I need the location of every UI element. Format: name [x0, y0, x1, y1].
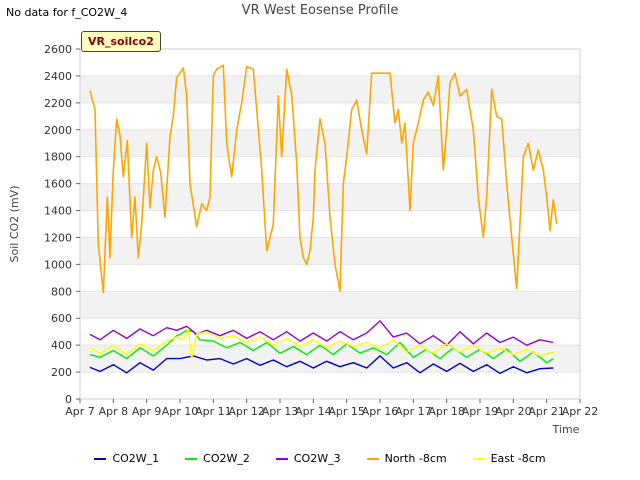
- legend-entry: CO2W_3: [275, 452, 341, 465]
- y-tick-label: 2600: [44, 43, 72, 56]
- x-tick-label: Apr 10: [162, 405, 199, 418]
- legend-label: CO2W_1: [112, 452, 160, 465]
- x-tick-label: Apr 15: [328, 405, 365, 418]
- legend-entry: North -8cm: [366, 452, 447, 465]
- series-line-co2w-2: [89, 329, 554, 364]
- y-tick-label: 600: [51, 312, 72, 325]
- legend-entry: CO2W_1: [94, 452, 159, 465]
- series-line-north-8cm: [89, 64, 558, 294]
- y-tick-label: 0: [65, 393, 72, 406]
- y-tick-label: 1600: [44, 178, 72, 191]
- legend-label: CO2W_2: [203, 452, 250, 465]
- series-line-co2w-3: [89, 320, 554, 346]
- x-tick-label: Apr 7: [65, 405, 95, 418]
- y-tick-label: 1000: [44, 258, 72, 271]
- x-tick-label: Apr 22: [562, 405, 599, 418]
- x-tick-label: Apr 14: [295, 405, 332, 418]
- series-line-co2w-1: [89, 355, 554, 375]
- legend-swatch: [275, 457, 288, 460]
- y-axis-label: Soil CO2 (mV): [8, 186, 21, 263]
- plot-frame: [79, 48, 581, 400]
- legend-label: North -8cm: [384, 452, 447, 465]
- x-tick-label: Apr 8: [99, 405, 129, 418]
- grid-bands: [80, 75, 580, 400]
- x-tick-label: Apr 19: [462, 405, 499, 418]
- legend-swatch: [94, 457, 107, 460]
- legend: CO2W_1 CO2W_2 CO2W_3 North -8cm East -8cm: [0, 452, 640, 465]
- grid-band: [80, 291, 580, 319]
- x-tick-label: Apr 18: [428, 405, 465, 418]
- grid-band: [80, 129, 580, 157]
- y-tick-label: 2200: [44, 97, 72, 110]
- chart-title: VR West Eosense Profile: [241, 3, 399, 18]
- x-tick-label: Apr 9: [132, 405, 162, 418]
- x-tick-label: Apr 21: [528, 405, 565, 418]
- y-tick-label: 2000: [44, 124, 72, 137]
- series-layer: [89, 64, 558, 375]
- legend-label: CO2W_3: [293, 452, 341, 465]
- x-tick-label: Apr 17: [395, 405, 432, 418]
- y-tick-label: 200: [51, 366, 72, 379]
- x-axis-label: Time: [552, 423, 580, 436]
- legend-label: East -8cm: [490, 452, 546, 465]
- grid-band: [80, 75, 580, 103]
- y-tick-label: 1200: [44, 231, 72, 244]
- x-tick-label: Apr 20: [495, 405, 532, 418]
- y-tick-label: 800: [51, 285, 72, 298]
- legend-swatch: [472, 457, 485, 460]
- x-tick-label: Apr 13: [262, 405, 299, 418]
- no-data-note: No data for f_CO2W_4: [6, 6, 128, 19]
- x-tick-label: Apr 12: [228, 405, 265, 418]
- x-tick-label: Apr 11: [195, 405, 232, 418]
- legend-swatch: [366, 457, 379, 460]
- y-tick-label: 1400: [44, 205, 72, 218]
- legend-swatch: [185, 457, 198, 460]
- y-tick-label: 400: [51, 339, 72, 352]
- site-badge: VR_soilco2: [81, 31, 161, 52]
- y-tick-label: 1800: [44, 151, 72, 164]
- y-axis: 0 200 400 600 800 1000 1200 1400 1600 1800 2000 220…: [44, 43, 80, 406]
- y-tick-label: 2400: [44, 70, 72, 83]
- series-line-east-8cm: [89, 328, 554, 360]
- legend-entry: East -8cm: [472, 452, 546, 465]
- x-tick-label: Apr 16: [362, 405, 399, 418]
- legend-entry: CO2W_2: [185, 452, 250, 465]
- grid-band: [80, 237, 580, 265]
